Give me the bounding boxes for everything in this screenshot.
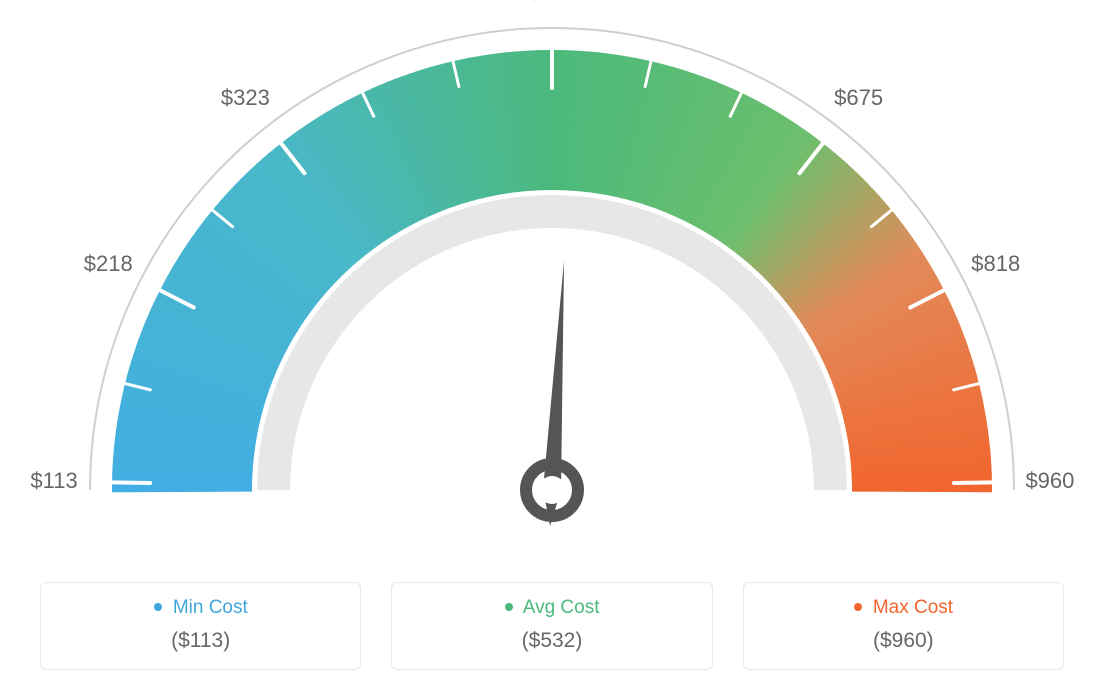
legend-card-max: Max Cost ($960) xyxy=(743,582,1064,670)
gauge-tick-label: $218 xyxy=(84,251,133,277)
legend-label-min: Min Cost xyxy=(173,597,248,618)
legend-label-avg: Avg Cost xyxy=(523,597,600,618)
gauge-tick-label: $532 xyxy=(528,0,577,5)
gauge-tick-label: $675 xyxy=(834,85,883,111)
gauge-tick-label: $113 xyxy=(30,468,77,494)
legend-value-avg: ($532) xyxy=(402,629,701,653)
legend-dot-max xyxy=(854,603,862,611)
legend-title-max: Max Cost xyxy=(754,597,1053,619)
legend-title-avg: Avg Cost xyxy=(402,597,701,619)
cost-gauge xyxy=(0,0,1104,560)
gauge-tick-label: $323 xyxy=(221,85,270,111)
legend-value-max: ($960) xyxy=(754,629,1053,653)
legend-dot-min xyxy=(154,603,162,611)
cost-gauge-container: $113 $218 $323 $532 $675 $818 $960 Min Cost ($… xyxy=(0,0,1104,690)
legend-card-avg: Avg Cost ($532) xyxy=(391,582,712,670)
legend-title-min: Min Cost xyxy=(51,597,350,619)
gauge-tick-label: $960 xyxy=(1025,468,1074,494)
legend-dot-avg xyxy=(505,603,513,611)
legend-label-max: Max Cost xyxy=(873,597,953,618)
legend-row: Min Cost ($113) Avg Cost ($532) Max Cost… xyxy=(0,582,1104,670)
gauge-tick-label: $818 xyxy=(971,251,1020,277)
legend-card-min: Min Cost ($113) xyxy=(40,582,361,670)
legend-value-min: ($113) xyxy=(51,629,350,653)
